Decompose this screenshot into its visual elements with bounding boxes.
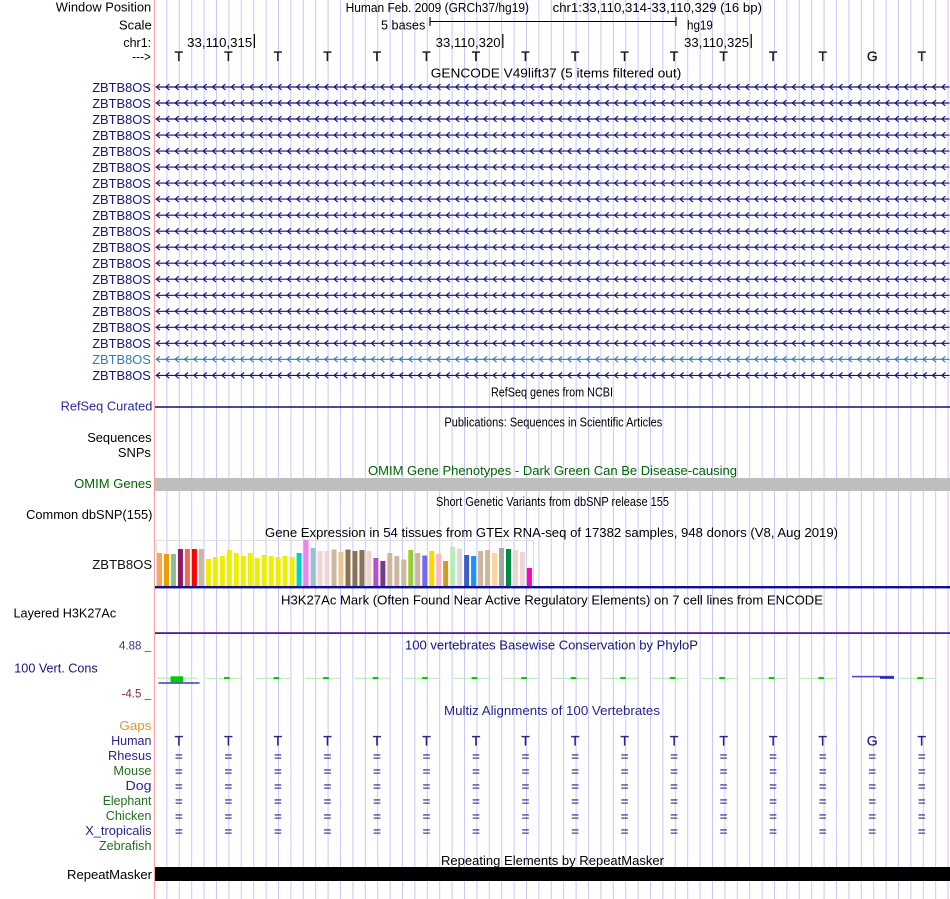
svg-text:Multiz Alignments of 100 Verte: Multiz Alignments of 100 Vertebrates: [444, 703, 660, 718]
svg-text:ZBTB8OS: ZBTB8OS: [92, 352, 151, 367]
svg-text:ZBTB8OS: ZBTB8OS: [92, 368, 151, 383]
svg-text:chr1:: chr1:: [123, 35, 151, 50]
svg-text:Sequences: Sequences: [87, 430, 152, 445]
svg-text:-4.5 _: -4.5 _: [122, 688, 152, 700]
svg-text:5 bases: 5 bases: [381, 18, 426, 33]
svg-text:Gene Expression in 54 tissues: Gene Expression in 54 tissues from GTEx …: [265, 525, 838, 540]
svg-text:ZBTB8OS: ZBTB8OS: [92, 112, 151, 127]
svg-text:hg19: hg19: [687, 18, 713, 33]
svg-text:Window Position: Window Position: [56, 0, 151, 15]
svg-text:ZBTB8OS: ZBTB8OS: [92, 272, 151, 287]
svg-text:ZBTB8OS: ZBTB8OS: [92, 320, 151, 335]
svg-text:RepeatMasker: RepeatMasker: [67, 867, 153, 882]
svg-text:ZBTB8OS: ZBTB8OS: [92, 256, 151, 271]
svg-text:ZBTB8OS: ZBTB8OS: [92, 176, 151, 191]
svg-text:RefSeq Curated: RefSeq Curated: [61, 399, 153, 414]
svg-text:Elephant: Elephant: [103, 793, 152, 808]
svg-text:4.88 _: 4.88 _: [119, 640, 152, 652]
svg-text:GENCODE V49lift37 (5 items fil: GENCODE V49lift37 (5 items filtered out): [431, 66, 682, 81]
svg-text:X_tropicalis: X_tropicalis: [85, 823, 152, 838]
svg-text:ZBTB8OS: ZBTB8OS: [92, 304, 151, 319]
svg-text:Mouse: Mouse: [113, 763, 151, 778]
svg-text:ZBTB8OS: ZBTB8OS: [92, 80, 151, 95]
svg-text:ZBTB8OS: ZBTB8OS: [92, 144, 151, 159]
svg-text:Short Genetic Variants from db: Short Genetic Variants from dbSNP releas…: [436, 494, 669, 509]
svg-text:Human Feb. 2009 (GRCh37/hg19): Human Feb. 2009 (GRCh37/hg19): [346, 0, 529, 15]
svg-text:33,110,325: 33,110,325: [684, 35, 749, 50]
svg-text:Common dbSNP(155): Common dbSNP(155): [26, 507, 152, 522]
svg-text:ZBTB8OS: ZBTB8OS: [92, 336, 151, 351]
svg-text:ZBTB8OS: ZBTB8OS: [92, 128, 151, 143]
svg-text:100 Vert. Cons: 100 Vert. Cons: [14, 661, 98, 676]
svg-text:ZBTB8OS: ZBTB8OS: [92, 96, 151, 111]
svg-text:Gaps: Gaps: [119, 718, 152, 733]
svg-text:Scale: Scale: [119, 18, 152, 33]
svg-text:ZBTB8OS: ZBTB8OS: [92, 288, 151, 303]
svg-text:OMIM Genes: OMIM Genes: [74, 476, 152, 491]
svg-text:ZBTB8OS: ZBTB8OS: [92, 192, 151, 207]
svg-text:Layered H3K27Ac: Layered H3K27Ac: [14, 606, 117, 621]
svg-text:--->: --->: [132, 50, 151, 64]
svg-text:ZBTB8OS: ZBTB8OS: [92, 224, 151, 239]
svg-text:Human: Human: [111, 733, 151, 748]
svg-text:ZBTB8OS: ZBTB8OS: [92, 557, 152, 572]
svg-text:OMIM Gene Phenotypes - Dark Gr: OMIM Gene Phenotypes - Dark Green Can Be…: [368, 463, 737, 478]
svg-text:Publications: Sequences in Sci: Publications: Sequences in Scientific Ar…: [444, 415, 662, 430]
svg-text:33,110,320: 33,110,320: [436, 35, 501, 50]
svg-text:ZBTB8OS: ZBTB8OS: [92, 208, 151, 223]
svg-text:Dog: Dog: [126, 778, 152, 793]
svg-text:SNPs: SNPs: [118, 445, 151, 460]
svg-text:H3K27Ac Mark (Often Found Near: H3K27Ac Mark (Often Found Near Active Re…: [281, 592, 823, 607]
svg-text:100 vertebrates Basewise Conse: 100 vertebrates Basewise Conservation by…: [405, 638, 698, 653]
svg-text:ZBTB8OS: ZBTB8OS: [92, 240, 151, 255]
svg-text:Rhesus: Rhesus: [108, 748, 152, 763]
svg-text:RefSeq genes from NCBI: RefSeq genes from NCBI: [491, 384, 613, 399]
svg-text:33,110,315: 33,110,315: [187, 35, 252, 50]
svg-text:Zebrafish: Zebrafish: [99, 838, 152, 853]
svg-text:Chicken: Chicken: [106, 808, 152, 823]
svg-text:Repeating Elements by RepeatMa: Repeating Elements by RepeatMasker: [441, 853, 665, 868]
svg-text:ZBTB8OS: ZBTB8OS: [92, 160, 151, 175]
svg-text:chr1:33,110,314-33,110,329 (16: chr1:33,110,314-33,110,329 (16 bp): [553, 0, 762, 15]
